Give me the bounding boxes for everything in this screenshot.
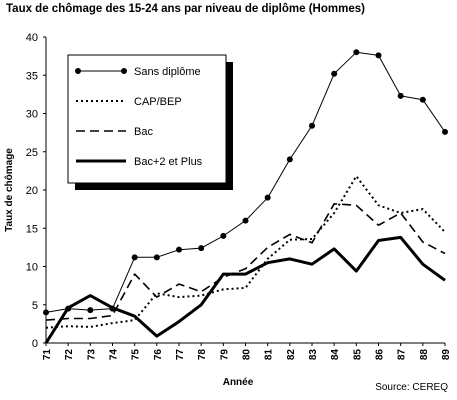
y-tick-label: 40 — [26, 32, 38, 44]
x-tick-label: 87 — [397, 349, 408, 361]
data-point — [153, 254, 160, 261]
y-tick-label: 15 — [26, 223, 38, 235]
y-axis-title: Taux de chômage — [4, 148, 15, 232]
y-tick-label: 5 — [32, 300, 38, 312]
y-tick-label: 25 — [26, 147, 38, 159]
data-point — [87, 307, 94, 314]
data-point — [353, 49, 360, 56]
source-note: Source: CEREQ — [375, 382, 448, 393]
x-tick-label: 85 — [352, 349, 363, 361]
data-point — [131, 254, 138, 261]
legend-marker — [121, 68, 127, 74]
x-tick-label: 86 — [375, 349, 386, 361]
series-bac-2-et-plus — [44, 235, 446, 344]
legend-marker — [75, 68, 81, 74]
x-tick-label: 71 — [42, 349, 53, 361]
x-tick-label: 73 — [86, 349, 97, 361]
x-tick-label: 76 — [153, 349, 164, 361]
x-tick-label: 77 — [175, 349, 186, 361]
series-cap-bep — [45, 175, 446, 329]
series-bac — [45, 203, 446, 321]
data-point — [220, 232, 227, 239]
data-point — [331, 70, 338, 77]
x-tick-label: 88 — [419, 349, 430, 361]
data-point — [442, 128, 448, 135]
x-tick-label: 84 — [330, 349, 341, 361]
data-point — [242, 217, 249, 224]
legend-label: CAP/BEP — [134, 96, 182, 108]
data-point — [419, 96, 426, 103]
y-tick-label: 30 — [26, 109, 38, 121]
y-tick-label: 10 — [26, 262, 38, 274]
data-point — [176, 246, 182, 253]
series-layer — [43, 49, 448, 344]
y-tick-label: 20 — [26, 185, 38, 197]
data-point — [264, 194, 271, 201]
series-line — [44, 235, 446, 344]
x-tick-label: 82 — [286, 349, 297, 361]
data-point — [286, 156, 293, 163]
x-tick-label: 81 — [264, 349, 275, 361]
x-tick-label: 79 — [219, 349, 230, 361]
x-tick-label: 72 — [64, 349, 75, 361]
data-point — [43, 309, 49, 316]
x-tick-label: 74 — [109, 349, 120, 361]
x-axis-ticks: 71 72 73 74 75 76 77 78 79 80 81 82 83 84 85 86 87 88 89 — [42, 343, 452, 360]
x-axis-title: Année — [223, 377, 254, 388]
x-tick-label: 89 — [441, 349, 452, 361]
series-line — [45, 203, 446, 321]
legend-label: Bac — [134, 126, 153, 138]
data-point — [375, 52, 382, 59]
y-tick-label: 35 — [26, 70, 38, 82]
x-tick-label: 80 — [242, 349, 253, 361]
data-point — [309, 122, 315, 129]
x-tick-label: 78 — [197, 349, 208, 361]
legend-label: Bac+2 et Plus — [134, 156, 203, 168]
chart-title: Taux de chômage des 15-24 ans par niveau… — [6, 3, 365, 15]
data-point — [397, 92, 404, 99]
x-tick-label: 75 — [131, 349, 142, 361]
series-line — [45, 175, 446, 329]
y-tick-label: 0 — [32, 338, 38, 350]
legend-label: Sans diplôme — [134, 66, 201, 78]
legend: Sans diplôme CAP/BEP Bac Bac+2 et Plus — [67, 54, 233, 190]
y-axis-ticks: 0 5 10 15 20 25 30 35 40 — [26, 32, 46, 350]
x-tick-label: 83 — [308, 349, 319, 361]
data-point — [198, 245, 205, 252]
